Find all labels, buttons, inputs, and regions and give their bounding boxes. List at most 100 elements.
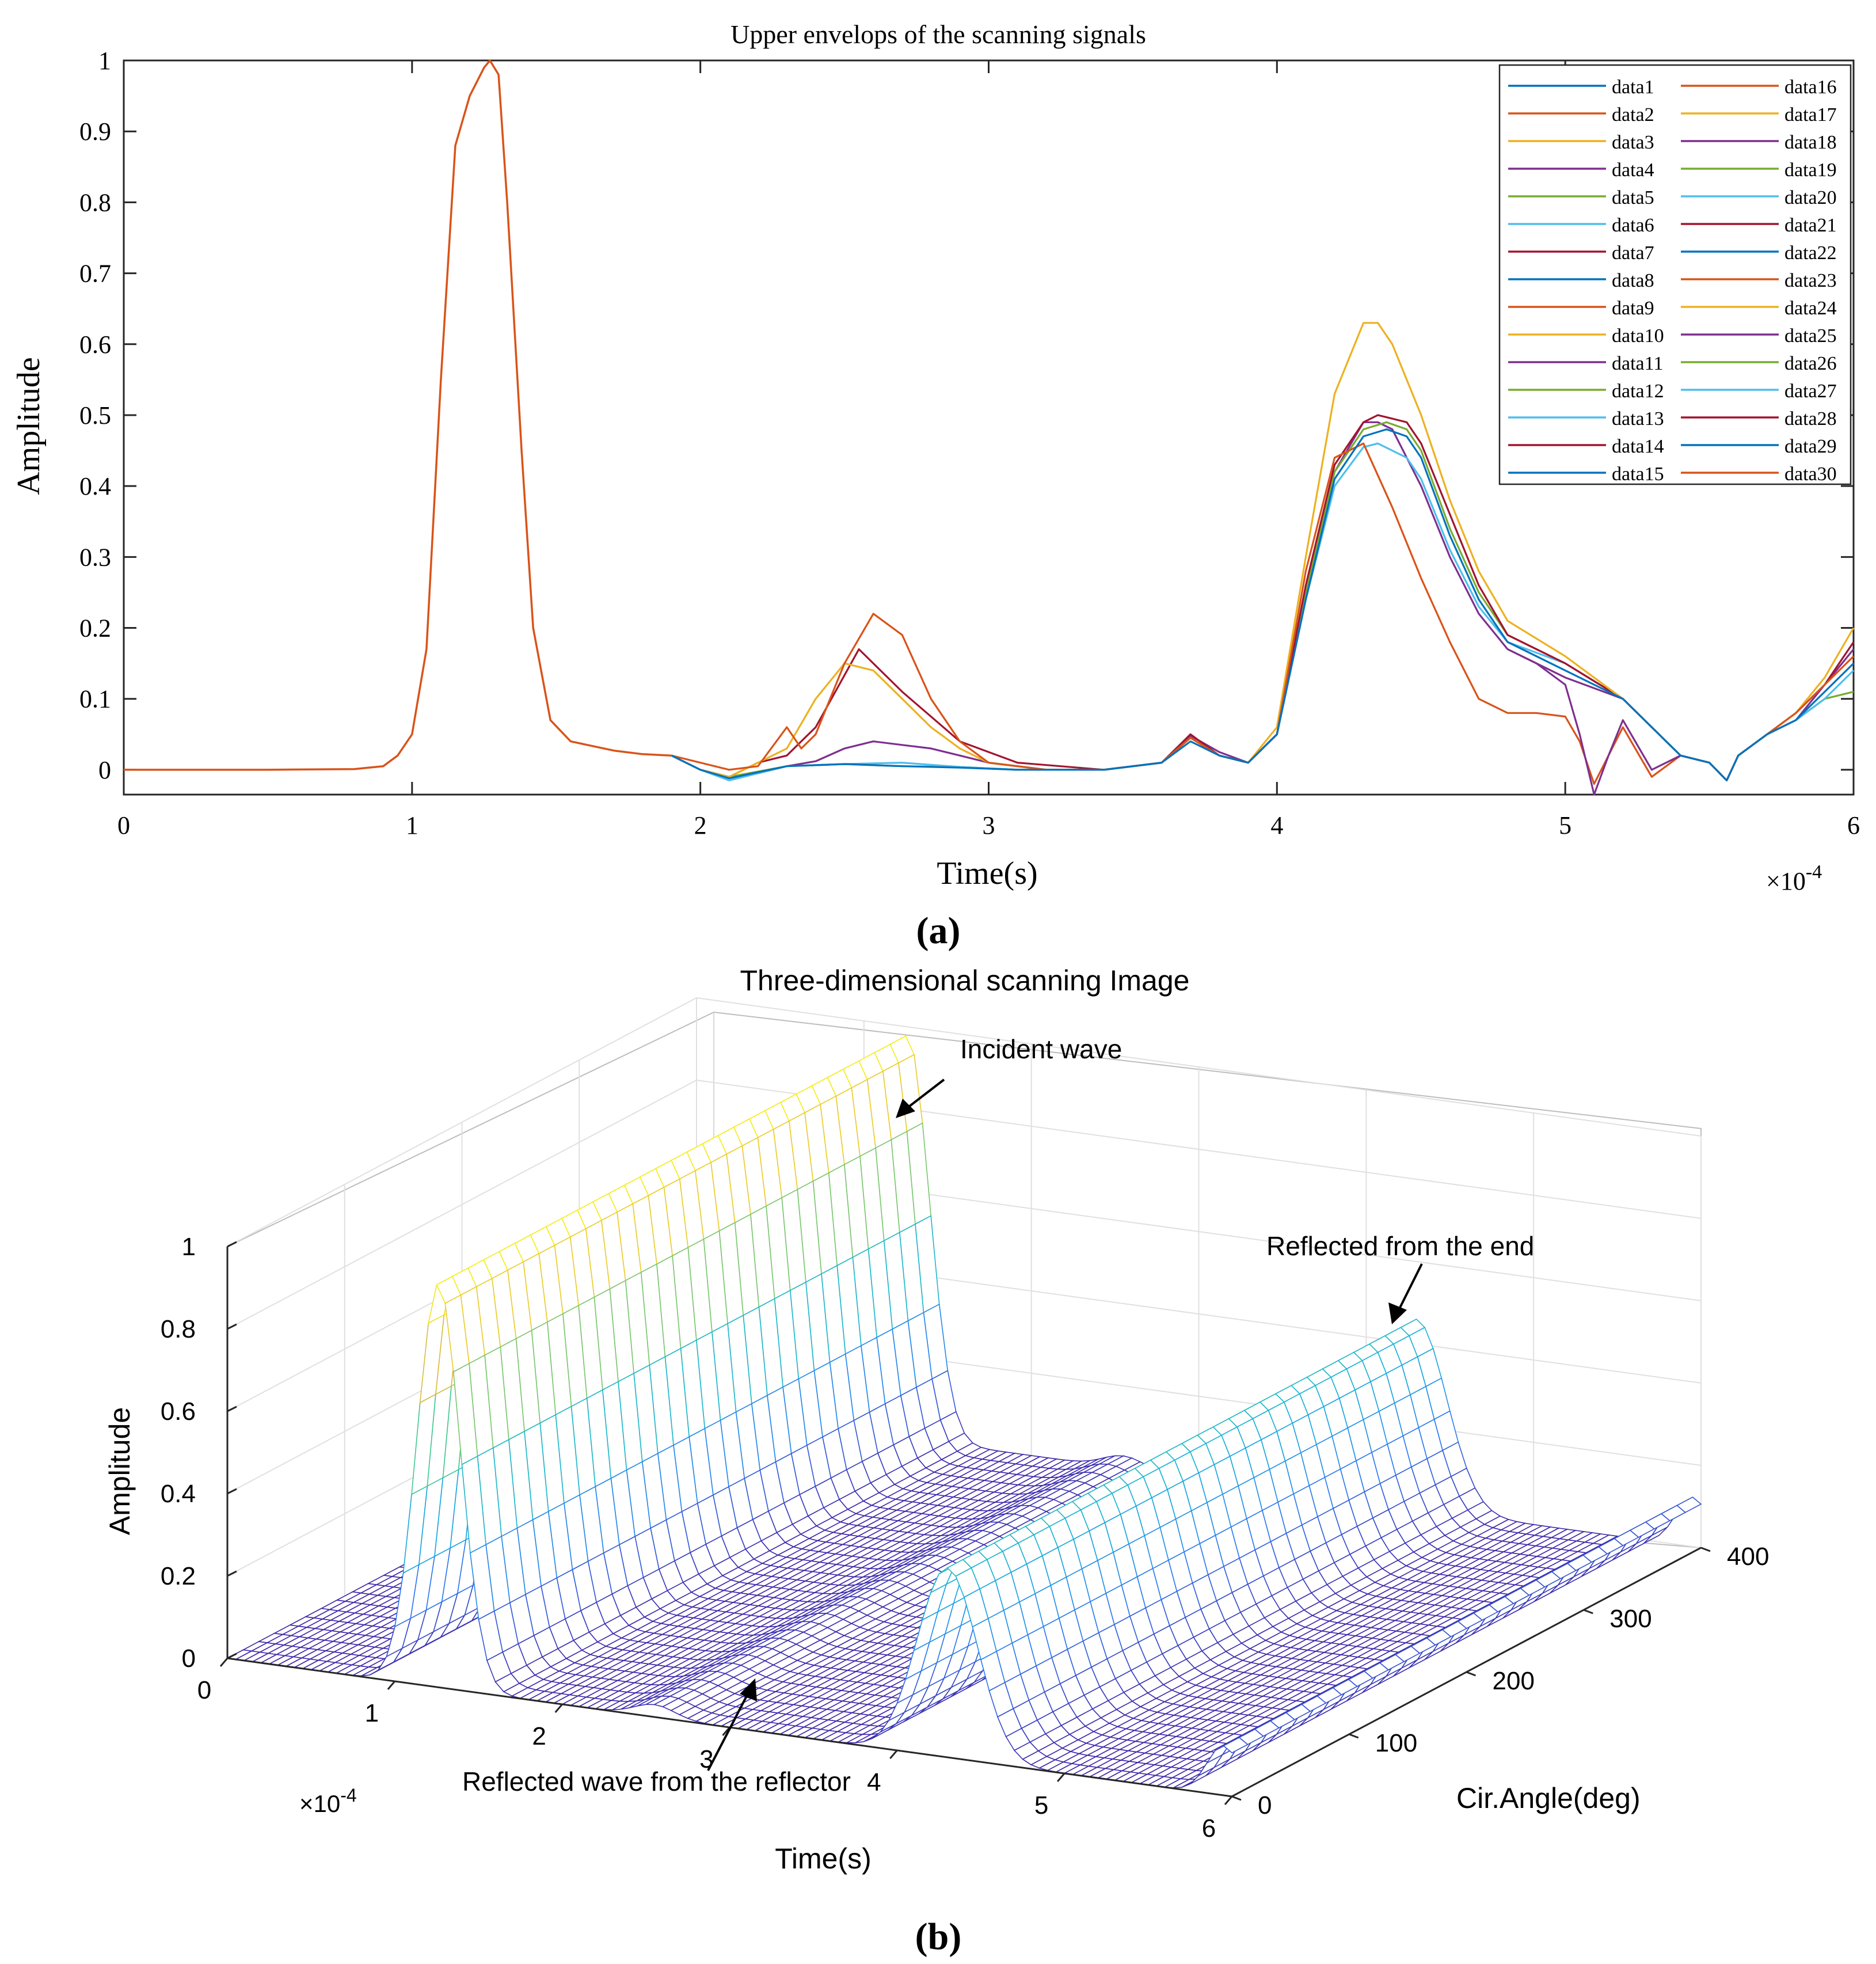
legend-label: data10 (1612, 325, 1664, 347)
annotation-end-reflection: Reflected from the end (1266, 1231, 1534, 1261)
legend-label: data2 (1612, 104, 1654, 126)
chart-a-exponent-power: -4 (1806, 861, 1822, 883)
chart-a-ytick-label: 0.6 (79, 331, 111, 359)
chart-b-ytick-label: 200 (1493, 1667, 1535, 1695)
chart-a-lines (124, 59, 1855, 796)
legend-label: data21 (1784, 215, 1837, 236)
chart-b-xtick-label: 0 (197, 1676, 211, 1704)
annotation-reflector-arrowhead (740, 1678, 757, 1701)
legend-label: data3 (1612, 132, 1654, 153)
legend-label: data11 (1612, 353, 1663, 374)
chart-b-ytick (1466, 1671, 1477, 1677)
chart-b-ztick-label: 0.4 (161, 1480, 196, 1508)
chart-b-xtick (219, 1658, 229, 1667)
chart-b-zlabel: Amplitude (104, 1407, 136, 1535)
legend-label: data7 (1612, 242, 1654, 264)
chart-b-ytick-label: 0 (1258, 1791, 1272, 1819)
chart-b-xtick (889, 1750, 898, 1759)
chart-a-legend: data1 data2 data3 data4 data5 data6 data7 data8… (1498, 64, 1852, 485)
chart-b-xtick-label: 2 (532, 1722, 546, 1750)
chart-b-xtick-label: 5 (1034, 1791, 1048, 1819)
chart-b-ztick (227, 1323, 237, 1330)
chart-a-series-line (671, 442, 1855, 781)
chart-a-ytick-label: 0.2 (79, 614, 111, 643)
chart-b-ztick (227, 1488, 237, 1495)
chart-b-xtick-label: 6 (1202, 1814, 1216, 1843)
chart-a-xtick-label: 3 (983, 811, 995, 839)
legend-label: data6 (1612, 215, 1654, 236)
chart-b-ytick-label: 400 (1727, 1543, 1769, 1571)
chart-a-axes: 0 1 2 3 4 5 6 0 0.1 0.2 0.3 0.4 0.5 0.6 0.7 0.8 0.9 1 (79, 47, 1860, 839)
legend-label: data22 (1784, 242, 1837, 264)
chart-a-ytick-label: 0.1 (79, 685, 111, 713)
chart-a-xtick-label: 2 (694, 811, 707, 839)
chart-a-xtick-label: 0 (117, 811, 130, 839)
legend-label: data28 (1784, 408, 1837, 430)
legend-label: data1 (1612, 77, 1654, 98)
annotation-end-arrow (1398, 1263, 1423, 1310)
chart-b-ytick-label: 300 (1609, 1605, 1652, 1633)
chart-a-exponent-base: ×10 (1766, 867, 1806, 895)
chart-a-ytick-label: 0.9 (79, 117, 111, 146)
chart-b-exponent-power: -4 (340, 1785, 356, 1806)
chart-a-xtick-label: 6 (1847, 811, 1860, 839)
legend-label: data12 (1612, 381, 1664, 402)
legend-label: data20 (1784, 187, 1837, 208)
chart-b-ztick-label: 0.8 (161, 1315, 196, 1343)
legend-label: data30 (1784, 464, 1837, 485)
chart-b-ytick (1349, 1733, 1359, 1739)
chart-b-ytick (1583, 1609, 1593, 1614)
legend-label: data5 (1612, 187, 1654, 208)
chart-b-ztick (227, 1405, 237, 1412)
chart-a-ytick-label: 0.3 (79, 543, 111, 571)
chart-a-ytick-label: 0.8 (79, 188, 111, 216)
chart-a-title: Upper envelops of the scanning signals (730, 20, 1146, 49)
annotation-end-arrowhead (1388, 1302, 1407, 1324)
legend-label: data25 (1784, 325, 1837, 347)
annotation-incident-arrowhead (896, 1099, 915, 1118)
chart-a-xtick-label: 5 (1559, 811, 1571, 839)
panel-b: Three-dimensional scanning Image 0 1 2 3 4 5 6… (104, 964, 1769, 1958)
chart-b-xtick (387, 1681, 395, 1690)
legend-label: data4 (1612, 159, 1654, 181)
legend-label: data27 (1784, 381, 1837, 402)
chart-b-xtick-label: 1 (365, 1699, 379, 1727)
chart-b-ztick (227, 1570, 237, 1577)
chart-b-xtick-label: 3 (699, 1745, 713, 1773)
legend-label: data17 (1784, 104, 1837, 126)
legend-label: data8 (1612, 270, 1654, 291)
chart-a-ylabel: Amplitude (11, 357, 47, 495)
chart-a-incident-line (124, 59, 672, 771)
legend-label: data29 (1784, 436, 1837, 457)
legend-label: data18 (1784, 132, 1837, 153)
chart-a-xlabel: Time(s) (937, 856, 1037, 891)
chart-b-exponent-base: ×10 (299, 1790, 340, 1817)
chart-a-series-line (671, 442, 1855, 785)
chart-a-exponent: ×10-4 (1766, 861, 1822, 895)
chart-b-ytick (1700, 1547, 1711, 1552)
chart-b-ztick (227, 1241, 237, 1248)
chart-a-series-line (671, 428, 1855, 781)
annotation-reflector-arrow (707, 1692, 749, 1771)
chart-a-panel-label: (a) (916, 910, 961, 952)
chart-b-ytick (1231, 1795, 1242, 1801)
chart-b-title: Three-dimensional scanning Image (740, 964, 1190, 997)
legend-label: data13 (1612, 408, 1664, 430)
chart-b-annotations: Incident wave Reflected from the end Ref… (462, 1034, 1534, 1796)
legend-label: data15 (1612, 464, 1664, 485)
chart-a-legend-box (1498, 64, 1852, 485)
legend-label: data19 (1784, 159, 1837, 181)
chart-b-xlabel: Time(s) (775, 1843, 872, 1875)
chart-b-ticks: 0 1 2 3 4 5 6 0 100 200 300 400 0 0.2 0.4 0.6 0.8 1 (161, 1233, 1770, 1843)
chart-b-surface (226, 1035, 1702, 1788)
chart-b-ylabel: Cir.Angle(deg) (1456, 1782, 1641, 1814)
chart-b-xtick (1224, 1796, 1233, 1805)
chart-a-xtick-label: 4 (1270, 811, 1283, 839)
chart-a-ytick-label: 0.7 (79, 260, 111, 288)
chart-a-ytick-label: 0 (98, 756, 111, 784)
chart-b-ztick-label: 1 (182, 1233, 196, 1261)
legend-label: data16 (1784, 77, 1837, 98)
chart-a-xtick-label: 1 (406, 811, 418, 839)
legend-label: data23 (1784, 270, 1837, 291)
